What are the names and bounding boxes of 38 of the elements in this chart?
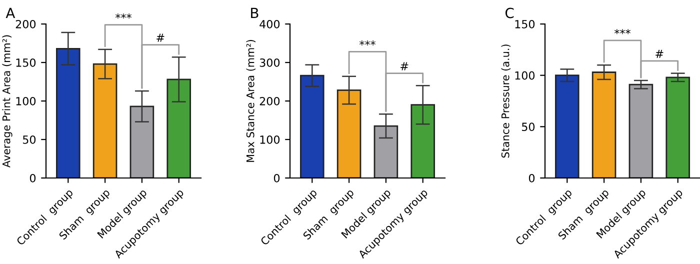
bar <box>336 90 362 178</box>
bar <box>555 74 580 178</box>
text: *** <box>116 13 132 19</box>
y-tick-label: 300 <box>260 58 280 67</box>
bar <box>374 125 398 178</box>
y-tick-label: 100 <box>16 96 36 106</box>
y-tick-label: 150 <box>515 20 535 28</box>
bar <box>130 106 154 178</box>
bar <box>166 78 191 178</box>
y-tick-label: 200 <box>16 20 36 28</box>
bar <box>92 63 118 178</box>
y-axis-title: Stance Pressure (a.u.) <box>501 44 510 158</box>
annotation: *** <box>614 29 630 34</box>
y-tick-label: 200 <box>260 96 280 106</box>
chart-title: C <box>505 8 514 18</box>
chart-title: A <box>6 8 16 18</box>
bar <box>666 76 690 178</box>
y-tick-label: 150 <box>16 58 36 67</box>
y-tick-label: 50 <box>22 135 36 144</box>
annotation: # <box>656 50 664 58</box>
y-tick-label: 400 <box>260 20 280 28</box>
annotation: # <box>400 62 408 70</box>
y-tick-label: 0 <box>274 174 280 182</box>
annotation: *** <box>360 40 376 46</box>
y-tick-label: 0 <box>528 174 535 182</box>
chart-title: B <box>251 8 258 18</box>
y-axis-title: Max Stance Area (mm²) <box>246 40 256 162</box>
y-tick-label: 50 <box>522 122 535 132</box>
y-tick-label: 100 <box>515 71 535 80</box>
bar <box>410 104 435 178</box>
bar <box>628 84 654 178</box>
bar <box>56 48 80 178</box>
bar <box>592 72 616 178</box>
annotation: # <box>156 34 164 42</box>
bar <box>300 74 324 178</box>
y-tick-label: 0 <box>30 174 36 182</box>
y-tick-label: 100 <box>260 135 280 144</box>
y-axis-title: Average Print Area (mm²) <box>2 35 12 168</box>
